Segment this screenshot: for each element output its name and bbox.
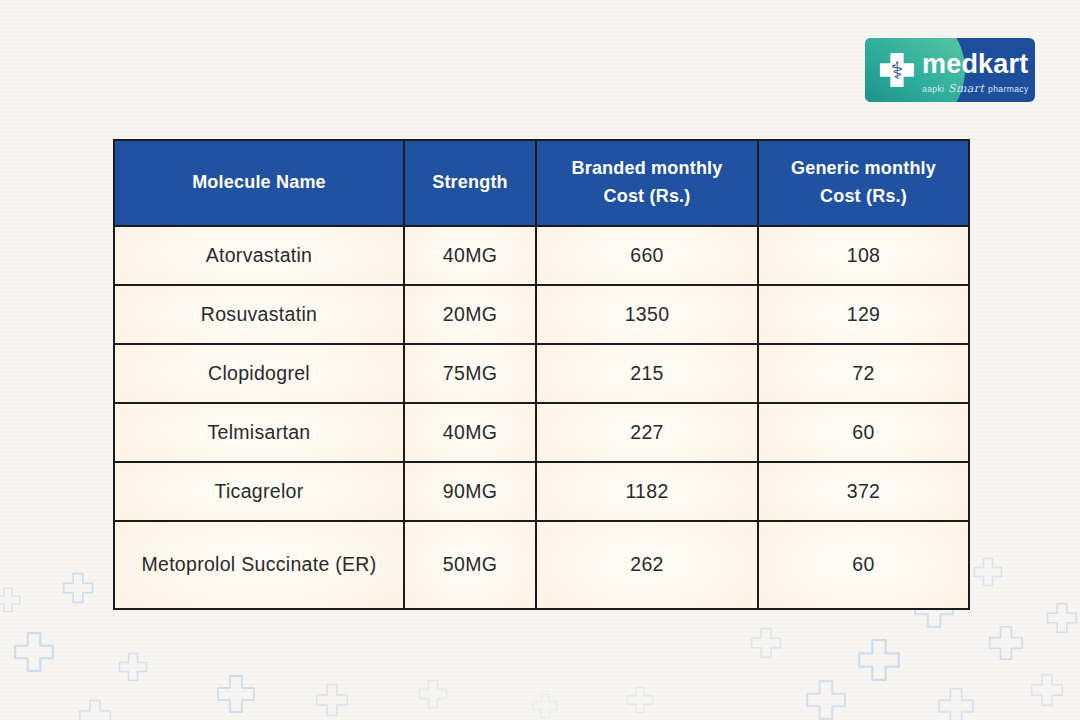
table-row: Metoprolol Succinate (ER) 50MG 262 60	[114, 521, 969, 609]
cell-branded-cost: 262	[536, 521, 758, 609]
cell-branded-cost: 227	[536, 403, 758, 462]
cell-generic-cost: 129	[758, 285, 969, 344]
cell-branded-cost: 1350	[536, 285, 758, 344]
cell-generic-cost: 108	[758, 226, 969, 285]
column-header-molecule-name: Molecule Name	[114, 140, 404, 226]
brand-tagline: aapki Smart pharmacy	[922, 82, 1028, 95]
cell-strength: 40MG	[404, 226, 536, 285]
price-comparison-table: Molecule Name Strength Branded monthly C…	[113, 139, 970, 610]
cell-strength: 20MG	[404, 285, 536, 344]
column-header-branded-cost: Branded monthly Cost (Rs.)	[536, 140, 758, 226]
logo-text: medkart aapki Smart pharmacy	[922, 51, 1028, 95]
cell-generic-cost: 372	[758, 462, 969, 521]
cell-strength: 90MG	[404, 462, 536, 521]
cell-strength: 40MG	[404, 403, 536, 462]
cell-branded-cost: 1182	[536, 462, 758, 521]
table-row: Telmisartan 40MG 227 60	[114, 403, 969, 462]
cell-branded-cost: 660	[536, 226, 758, 285]
cell-molecule-name: Rosuvastatin	[114, 285, 404, 344]
table-row: Rosuvastatin 20MG 1350 129	[114, 285, 969, 344]
tagline-prefix: aapki	[922, 84, 944, 94]
cell-branded-cost: 215	[536, 344, 758, 403]
tagline-suffix: pharmacy	[988, 84, 1029, 94]
medkart-logo: ⚕ medkart aapki Smart pharmacy	[865, 38, 1035, 102]
tagline-script-word: Smart	[948, 82, 984, 95]
staff-of-asclepius-icon: ⚕	[891, 57, 904, 85]
cell-molecule-name: Clopidogrel	[114, 344, 404, 403]
cell-generic-cost: 60	[758, 403, 969, 462]
table-row: Ticagrelor 90MG 1182 372	[114, 462, 969, 521]
cell-generic-cost: 72	[758, 344, 969, 403]
column-header-generic-cost: Generic monthly Cost (Rs.)	[758, 140, 969, 226]
cell-generic-cost: 60	[758, 521, 969, 609]
brand-name: medkart	[922, 51, 1028, 78]
medical-cross-icon: ⚕	[878, 51, 916, 89]
column-header-strength: Strength	[404, 140, 536, 226]
cell-strength: 75MG	[404, 344, 536, 403]
cell-molecule-name: Ticagrelor	[114, 462, 404, 521]
cell-molecule-name: Atorvastatin	[114, 226, 404, 285]
table-row: Atorvastatin 40MG 660 108	[114, 226, 969, 285]
cell-strength: 50MG	[404, 521, 536, 609]
table-row: Clopidogrel 75MG 215 72	[114, 344, 969, 403]
cell-molecule-name: Metoprolol Succinate (ER)	[114, 521, 404, 609]
table-header-row: Molecule Name Strength Branded monthly C…	[114, 140, 969, 226]
cell-molecule-name: Telmisartan	[114, 403, 404, 462]
